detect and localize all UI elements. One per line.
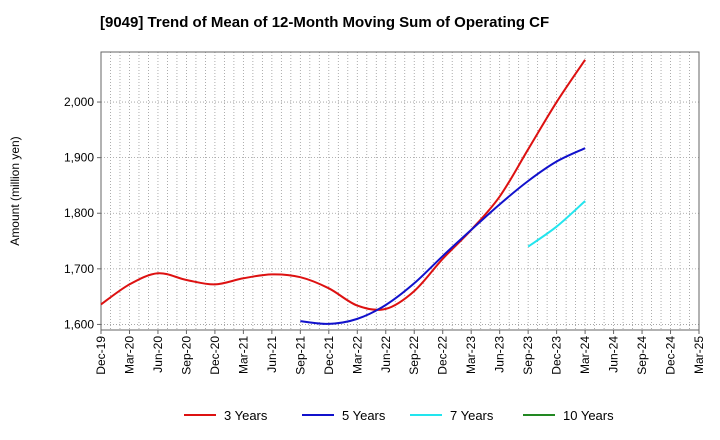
plot-frame <box>100 51 700 331</box>
x-tick-label: Mar-22 <box>350 336 364 374</box>
y-axis: 1,600 1,700 1,800 1,900 2,000 <box>64 95 101 331</box>
series-line-3-years <box>100 59 586 311</box>
x-tick-label: Jun-20 <box>151 336 165 373</box>
x-tick-label: Mar-25 <box>692 336 706 374</box>
x-axis: Dec-19 Mar-20 Jun-20 Sep-20 Dec-20 Mar-21 Jun-… <box>94 330 706 375</box>
x-tick-label: Mar-23 <box>464 336 478 374</box>
x-tick-label: Jun-23 <box>493 336 507 373</box>
series-layer <box>100 59 586 325</box>
y-tick-label: 1,700 <box>64 262 94 276</box>
series-line-7-years <box>527 200 586 248</box>
x-tick-label: Dec-23 <box>550 336 564 375</box>
legend-label: 10 Years <box>563 408 614 423</box>
x-tick-label: Jun-22 <box>379 336 393 373</box>
x-tick-label: Dec-24 <box>664 336 678 375</box>
legend-label: 7 Years <box>450 408 494 423</box>
x-tick-label: Dec-21 <box>322 336 336 375</box>
x-tick-label: Mar-21 <box>236 336 250 374</box>
x-tick-label: Sep-23 <box>521 336 535 375</box>
x-tick-label: Mar-20 <box>122 336 136 374</box>
x-tick-label: Dec-20 <box>208 336 222 375</box>
grid-layer <box>101 52 699 330</box>
y-tick-label: 1,800 <box>64 206 94 220</box>
x-tick-label: Sep-22 <box>407 336 421 375</box>
y-axis-label: Amount (million yen) <box>8 136 22 245</box>
x-tick-label: Jun-21 <box>265 336 279 373</box>
x-tick-label: Dec-22 <box>436 336 450 375</box>
y-tick-label: 2,000 <box>64 95 94 109</box>
x-tick-label: Jun-24 <box>607 336 621 373</box>
legend-label: 5 Years <box>342 408 386 423</box>
chart-title: [9049] Trend of Mean of 12-Month Moving … <box>100 14 550 31</box>
y-tick-label: 1,900 <box>64 151 94 165</box>
x-tick-label: Sep-24 <box>635 336 649 375</box>
x-tick-label: Sep-21 <box>293 336 307 375</box>
legend-label: 3 Years <box>224 408 268 423</box>
x-tick-label: Sep-20 <box>179 336 193 375</box>
x-tick-label: Dec-19 <box>94 336 108 375</box>
series-line-5-years <box>300 147 586 325</box>
legend: 3 Years 5 Years 7 Years 10 Years <box>184 408 614 423</box>
y-tick-label: 1,600 <box>64 317 94 331</box>
x-tick-label: Mar-24 <box>578 336 592 374</box>
